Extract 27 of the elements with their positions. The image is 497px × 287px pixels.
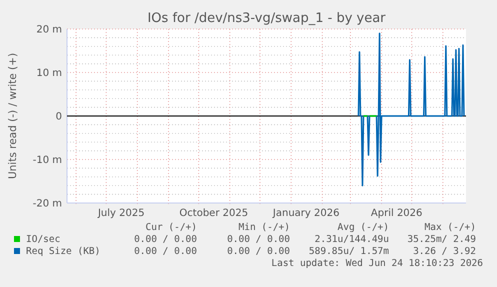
text: 35.25m/ 2.49 — [407, 234, 476, 245]
legend-label: IO/sec — [26, 234, 60, 245]
text: Min (-/+) — [238, 222, 290, 233]
text: 0.00 / 0.00 — [134, 234, 198, 245]
text: 3.26 / 3.92 — [413, 246, 476, 257]
chart-title: IOs for /dev/ns3-vg/swap_1 - by year — [147, 11, 386, 26]
y-tick-label: 20 m — [36, 24, 62, 36]
text: 0.00 / 0.00 — [227, 234, 290, 245]
x-tick-label: July 2025 — [96, 208, 145, 219]
x-tick-label: January 2026 — [272, 208, 340, 219]
line-series — [358, 32, 465, 186]
x-tick-label: April 2026 — [370, 208, 422, 219]
legend-label: Req Size (KB) — [26, 246, 100, 257]
text: 2.31u/144.49u — [314, 234, 389, 245]
text: 0.00 / 0.00 — [227, 246, 290, 257]
x-tick-label: October 2025 — [179, 208, 248, 219]
text: 589.85u/ 1.57m — [308, 246, 390, 257]
y-tick-label: -10 m — [32, 155, 62, 166]
text: Avg (-/+) — [338, 222, 389, 233]
text: Max (-/+) — [424, 222, 476, 233]
y-tick-label: 0 — [56, 112, 62, 122]
y-tick-label: 10 m — [36, 68, 62, 79]
text: 0.00 / 0.00 — [134, 246, 198, 257]
y-tick-label: -20 m — [32, 198, 62, 210]
text: Last update: Wed Jun 24 18:10:23 2026 — [271, 258, 484, 269]
y-axis-title: Units read (-) / write (+) — [7, 52, 19, 180]
text: Cur (-/+) — [146, 222, 197, 233]
